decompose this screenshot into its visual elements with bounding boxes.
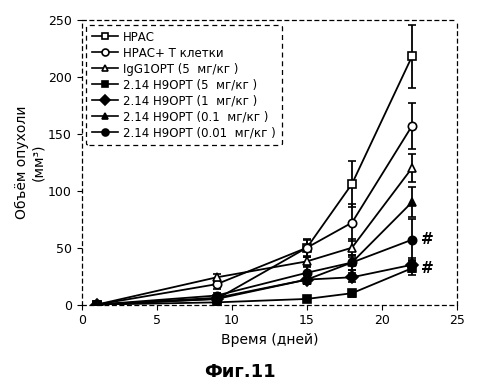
Legend: НРАС, НРАС+ Т клетки, IgG1ОРТ (5  мг/кг ), 2.14 Н9ОРТ (5  мг/кг ), 2.14 Н9ОРТ (1: НРАС, НРАС+ Т клетки, IgG1ОРТ (5 мг/кг )… [86, 25, 282, 145]
Text: #: # [421, 232, 434, 247]
Text: #: # [421, 261, 434, 276]
X-axis label: Время (дней): Время (дней) [221, 333, 318, 347]
Text: Фиг.11: Фиг.11 [204, 363, 276, 381]
Y-axis label: Объём опухоли
(мм³): Объём опухоли (мм³) [15, 105, 45, 219]
